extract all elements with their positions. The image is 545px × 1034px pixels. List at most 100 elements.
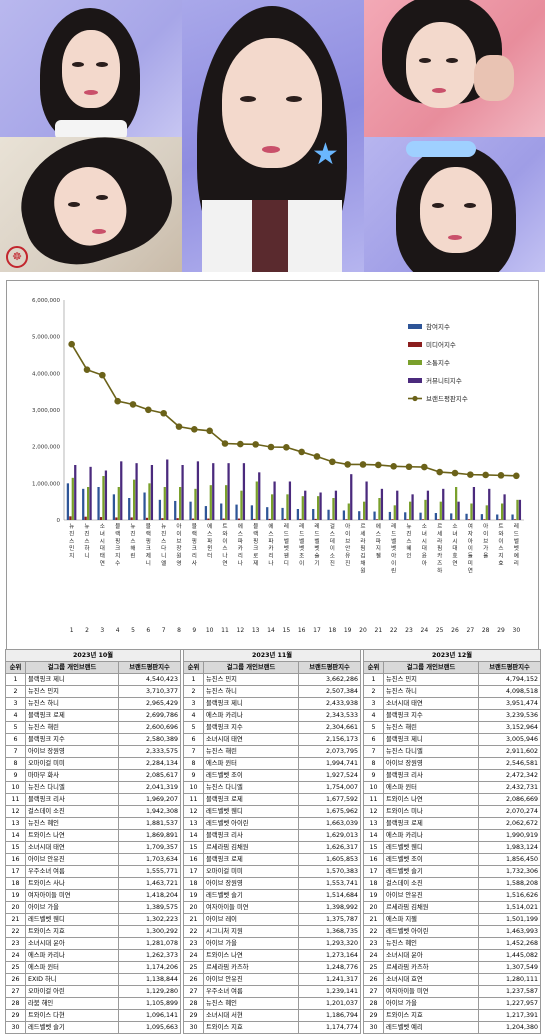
header-row: 순위 걸그룹 개인브랜드 브랜드평판지수 (363, 661, 542, 674)
brand-name-cell: 뉴진스 다니엘 (383, 745, 479, 758)
rank-cell: 26 (183, 973, 204, 986)
rank-cell: 9 (183, 769, 204, 782)
rank-cell: 29 (363, 1009, 384, 1022)
column-header: 브랜드평판지수 (297, 661, 362, 674)
rank-cell: 17 (5, 865, 26, 878)
rank-cell: 2 (363, 685, 384, 698)
brand-name-cell: 르세라핌 김채원 (203, 841, 299, 854)
brand-index-cell: 1,927,524 (297, 769, 362, 782)
table-row: 28 라붐 해인 1,105,899 (5, 997, 182, 1010)
table-row: 13 레드벨벳 아이린 1,663,039 (183, 817, 362, 830)
column-header: 순위 (5, 661, 26, 674)
y-axis: 0 1,000,000 2,000,000 3,000,000 4,000,000 5,0… (32, 298, 524, 524)
bar-2-15 (283, 518, 287, 520)
brand-index-cell: 1,463,721 (117, 877, 182, 890)
table-row: 17 우주소녀 여름 1,555,771 (5, 865, 182, 878)
brand-index-point-1 (68, 340, 75, 348)
brand-reputation-chart: 0 1,000,000 2,000,000 3,000,000 4,000,000 5,0… (6, 280, 539, 650)
brand-index-cell: 1,095,663 (117, 1021, 182, 1034)
table-row: 19 레드벨벳 슬기 1,514,684 (183, 889, 362, 902)
brand-name-cell: 블랙핑크 제니 (383, 733, 479, 746)
rank-cell: 25 (363, 961, 384, 974)
bar-2-5 (130, 517, 133, 520)
brand-name-cell: 블랙핑크 리사 (203, 829, 299, 842)
rank-cell: 9 (363, 769, 384, 782)
brand-index-cell: 1,241,317 (297, 973, 362, 986)
brand-index-cell: 1,501,199 (477, 913, 542, 926)
bar-2-25 (437, 519, 440, 520)
rank-cell: 7 (183, 745, 204, 758)
table-row: 10 뉴진스 다니엘 2,041,319 (5, 781, 182, 794)
brand-name-cell: 트와이스 사나 (25, 877, 119, 890)
x-index-label: 20 (359, 627, 367, 634)
table-row: 13 뉴진스 혜인 1,881,537 (5, 817, 182, 830)
brand-index-cell: 1,237,587 (477, 985, 542, 998)
x-index-label: 23 (405, 627, 413, 634)
brand-index-cell: 1,375,787 (297, 913, 362, 926)
brand-name-cell: 아이브 장원영 (383, 757, 479, 770)
bar-1-17 (312, 509, 315, 520)
brand-index-cell: 1,675,962 (297, 805, 362, 818)
brand-index-cell: 1,605,853 (297, 853, 362, 866)
x-index-label: 11 (221, 627, 229, 634)
brand-index-cell: 2,070,274 (477, 805, 542, 818)
bar-4-24 (426, 490, 430, 520)
brand-name-cell: 레드벨벳 웬디 (25, 913, 119, 926)
rank-cell: 21 (183, 913, 204, 926)
brand-index-point-27 (467, 471, 474, 478)
brand-name-cell: 블랙핑크 지수 (203, 721, 299, 734)
header-row: 순위 걸그룹 개인브랜드 브랜드평판지수 (5, 661, 182, 674)
brand-name-cell: 레드벨벳 조이 (383, 853, 479, 866)
brand-name-cell: 뉴진스 해린 (203, 745, 299, 758)
bar-2-1 (69, 516, 72, 520)
table-row: 23 소녀시대 윤아 1,281,078 (5, 937, 182, 950)
bar-2-24 (421, 519, 425, 520)
x-index-label: 24 (421, 627, 429, 634)
brand-index-point-25 (436, 468, 443, 476)
brand-name-cell: 트와이스 지효 (25, 925, 119, 938)
brand-index-point-9 (191, 426, 198, 433)
brand-name-cell: 뉴진스 해린 (383, 721, 479, 734)
brand-index-cell: 1,204,380 (477, 1021, 542, 1034)
bar-2-26 (452, 519, 455, 520)
table-row: 8 에스파 윈터 1,994,741 (183, 757, 362, 770)
brand-index-cell: 1,368,735 (297, 925, 362, 938)
brand-index-cell: 2,433,938 (297, 697, 362, 710)
brand-index-cell: 1,129,280 (117, 985, 182, 998)
legend-entry-1: 참여지수 (426, 322, 450, 331)
brand-index-cell: 1,969,207 (117, 793, 182, 806)
brand-index-cell: 2,600,696 (117, 721, 182, 734)
table-row: 12 트와이스 미나 2,070,274 (363, 805, 542, 818)
rank-cell: 4 (5, 709, 26, 722)
bar-2-3 (99, 517, 103, 520)
bar-2-14 (268, 518, 271, 520)
brand-name-cell: 아이브 안유진 (203, 973, 299, 986)
brand-name-cell: 트와이스 나연 (383, 793, 479, 806)
brand-index-cell: 1,262,373 (117, 949, 182, 962)
brand-index-point-8 (175, 423, 183, 430)
bar-1-16 (296, 509, 300, 520)
brand-index-cell: 1,553,741 (297, 877, 362, 890)
brand-name-cell: 레드벨벳 아이린 (203, 817, 299, 830)
rank-cell: 26 (5, 973, 26, 986)
brand-index-cell: 2,343,533 (297, 709, 362, 722)
ranking-table-nov: 2023년 11월 순위 걸그룹 개인브랜드 브랜드평판지수 1 뉴진스 민지 3,662,… (182, 649, 362, 1034)
photo-bottom-right (364, 137, 545, 272)
rank-cell: 30 (183, 1021, 204, 1034)
brand-name-cell: 블랙핑크 리사 (25, 793, 119, 806)
bar-1-22 (388, 511, 392, 520)
bar-1-7 (158, 499, 162, 520)
brand-index-cell: 2,062,672 (477, 817, 542, 830)
table-row: 12 레드벨벳 웬디 1,675,962 (183, 805, 362, 818)
bar-3-19 (347, 503, 350, 520)
rank-cell: 25 (183, 961, 204, 974)
bar-1-14 (266, 507, 269, 520)
table-row: 8 오마이걸 미미 2,284,134 (5, 757, 182, 770)
table-row: 6 블랙핑크 지수 2,580,389 (5, 733, 182, 746)
bar-2-13 (253, 518, 256, 520)
bar-4-2 (89, 466, 92, 520)
table-row: 7 아이브 장원영 2,333,575 (5, 745, 182, 758)
